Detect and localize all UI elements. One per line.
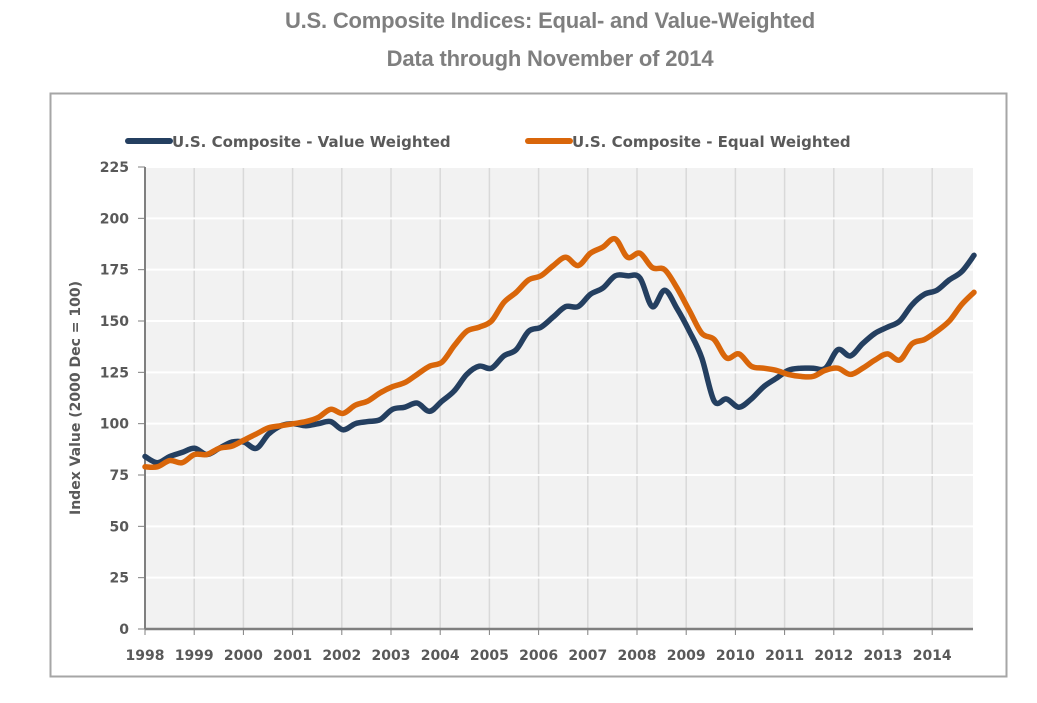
y-tick-label: 0 xyxy=(119,622,129,638)
y-tick-labels: 0 25 50 75 100 125 150 175 200 225 xyxy=(100,160,129,638)
x-tick-label: 2001 xyxy=(273,648,312,664)
x-tick-label: 2008 xyxy=(618,648,657,664)
chart-title: U.S. Composite Indices: Equal- and Value… xyxy=(284,8,816,33)
legend: U.S. Composite - Value Weighted U.S. Com… xyxy=(125,133,851,151)
plot-area xyxy=(145,167,973,629)
x-tick-label: 2009 xyxy=(667,648,706,664)
x-tick-label: 2010 xyxy=(716,648,755,664)
x-tick-label: 2000 xyxy=(224,648,263,664)
series-line-equal-weighted xyxy=(142,235,977,470)
legend-label-equal-weighted: U.S. Composite - Equal Weighted xyxy=(572,133,851,151)
x-tick-label: 1999 xyxy=(175,648,214,664)
x-tick-labels: 1998 1999 2000 2001 2002 2003 2004 2005 2006 2007… xyxy=(126,648,952,664)
x-tick-label: 2012 xyxy=(814,648,853,664)
x-tick-label: 2013 xyxy=(864,648,903,664)
y-tick-label: 225 xyxy=(100,160,129,176)
y-tick-label: 150 xyxy=(100,314,129,330)
x-tick-label: 1998 xyxy=(126,648,165,664)
y-tick-label: 75 xyxy=(110,468,129,484)
chart-subtitle: Data through November of 2014 xyxy=(386,46,714,71)
x-tick-label: 2014 xyxy=(913,648,952,664)
x-tick-label: 2003 xyxy=(372,648,411,664)
y-axis-label: Index Value (2000 Dec = 100) xyxy=(68,281,84,515)
y-tick-label: 125 xyxy=(100,365,129,381)
x-tick-label: 2004 xyxy=(421,648,460,664)
x-tick-label: 2005 xyxy=(470,648,509,664)
vertical-gridlines xyxy=(193,167,933,629)
y-tick-label: 50 xyxy=(110,519,130,535)
legend-label-value-weighted: U.S. Composite - Value Weighted xyxy=(172,133,451,151)
axes xyxy=(138,166,973,635)
y-tick-label: 175 xyxy=(100,263,129,279)
x-tick-label: 2002 xyxy=(322,648,361,664)
x-tick-label: 2006 xyxy=(519,648,558,664)
x-tick-label: 2007 xyxy=(568,648,607,664)
y-tick-label: 25 xyxy=(110,571,129,587)
y-tick-label: 100 xyxy=(100,417,129,433)
series-lines xyxy=(142,235,977,470)
y-tick-label: 200 xyxy=(100,211,129,227)
x-tick-label: 2011 xyxy=(765,648,804,664)
